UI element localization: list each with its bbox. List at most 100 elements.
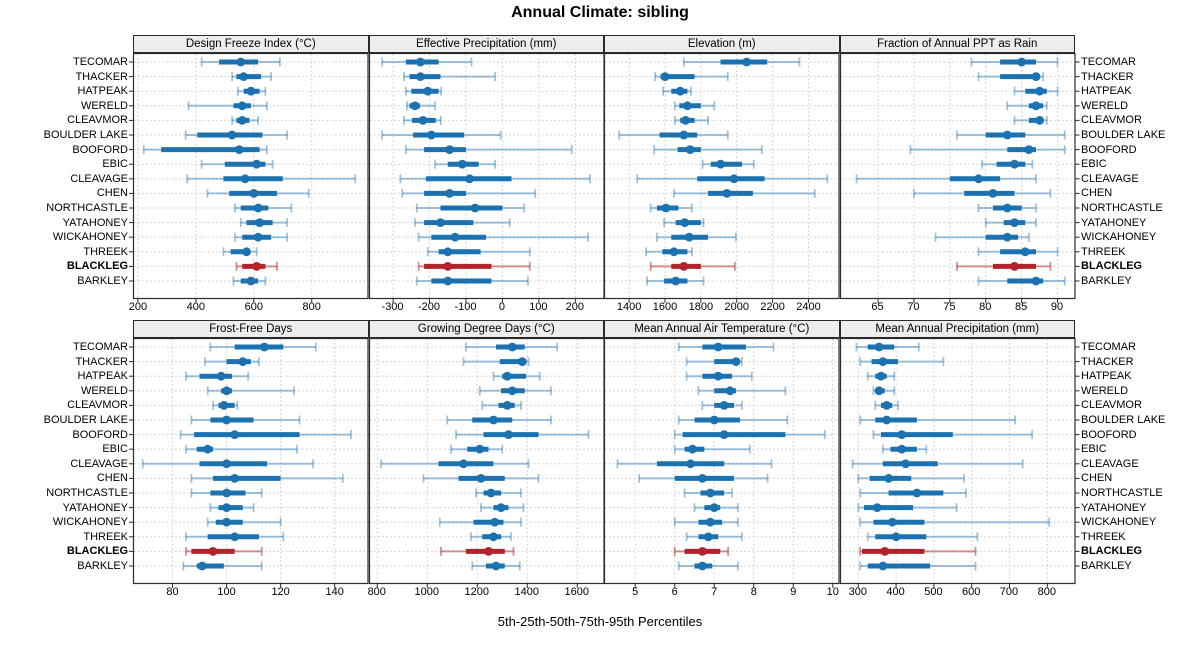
percentile-row (209, 503, 255, 513)
percentile-row (858, 415, 1016, 425)
percentile-row (866, 532, 978, 542)
site-label-right-hatpeak: HATPEAK (1081, 370, 1132, 383)
site-label-right-blackleg: BLACKLEG (1081, 260, 1143, 273)
median-dot (722, 189, 732, 198)
strip-growing-degree-days-c: Growing Degree Days (°C) (368, 320, 604, 338)
percentile-row (478, 386, 552, 396)
site-label-left-boulder-lake: BOULDER LAKE (43, 414, 128, 426)
percentile-row (449, 444, 503, 454)
percentile-row (685, 357, 743, 367)
x-tick-label: -200 (417, 301, 441, 313)
percentile-row (239, 218, 289, 228)
site-label-right-wickahoney: WICKAHONEY (1081, 231, 1157, 244)
percentile-row (856, 503, 957, 513)
percentile-row (984, 218, 1037, 228)
site-label-right-barkley: BARKLEY (1081, 275, 1132, 287)
median-dot (877, 561, 887, 571)
median-dot (1031, 101, 1040, 111)
site-label-right-blackleg: BLACKLEG (1081, 545, 1143, 558)
percentile-row (872, 430, 1033, 440)
percentile-row (677, 415, 789, 425)
median-dot (238, 357, 248, 366)
x-tick-label: 0 (498, 301, 505, 313)
x-tick-label: 1400 (514, 586, 539, 598)
site-label-left-cleavage: CLEAVAGE (70, 457, 128, 470)
median-dot (1031, 276, 1040, 286)
percentile-row (417, 261, 531, 271)
percentile-row (206, 188, 310, 198)
percentile-row (851, 459, 1024, 469)
panel-border (839, 52, 1076, 300)
site-label-right-cleavage: CLEAVAGE (1081, 172, 1139, 185)
site-label-right-booford: BOOFORD (1081, 428, 1137, 441)
percentile-row (866, 371, 895, 381)
percentile-row (656, 232, 737, 242)
median-dot (253, 232, 263, 242)
percentile-row (645, 247, 693, 257)
median-dot (240, 174, 250, 184)
site-label-left-cleavmor: CLEAVMOR (67, 114, 128, 127)
median-dot (410, 101, 419, 111)
strip-fraction-of-annual-ppt-as-rain: Fraction of Annual PPT as Rain (839, 35, 1075, 53)
median-dot (661, 203, 671, 213)
strip-mean-annual-air-temperature-c: Mean Annual Air Temperature (°C) (604, 320, 840, 338)
site-label-right-yatahoney: YATAHONEY (1081, 501, 1147, 514)
median-dot (483, 547, 493, 556)
median-dot (872, 503, 882, 512)
percentile-row (977, 247, 1058, 257)
site-label-left-boulder-lake: BOULDER LAKE (43, 129, 128, 141)
median-dot (874, 342, 883, 352)
x-tick-label: 75 (943, 301, 956, 313)
percentile-row (234, 203, 293, 213)
percentile-row (190, 488, 263, 498)
median-dot (900, 459, 910, 469)
percentile-row (480, 400, 522, 410)
median-dot (203, 444, 213, 454)
percentile-row (405, 101, 436, 111)
site-label-left-thacker: THACKER (75, 70, 128, 83)
median-dot (883, 474, 893, 483)
x-tick-label: 500 (924, 586, 943, 598)
panel-mean-annual-precipitation-mm (839, 337, 1079, 588)
percentile-row (673, 188, 816, 198)
percentile-row (231, 115, 260, 125)
site-label-right-tecomar: TECOMAR (1081, 341, 1136, 353)
median-dot (470, 203, 479, 213)
median-dot (219, 401, 229, 410)
site-label-left-wickahoney: WICKAHONEY (52, 516, 128, 529)
site-label-left-tecomar: TECOMAR (73, 341, 128, 353)
site-label-right-booford: BOOFORD (1081, 143, 1137, 156)
x-tick-label: 140 (325, 586, 344, 598)
median-dot (1034, 86, 1044, 96)
median-dot (230, 474, 240, 483)
percentile-row (858, 561, 976, 571)
median-dot (729, 174, 739, 184)
percentile-row (618, 130, 729, 140)
median-dot (489, 517, 499, 527)
percentile-row (616, 459, 773, 469)
median-dot (507, 386, 517, 396)
median-dot (1031, 72, 1040, 81)
median-dot (422, 86, 432, 96)
percentile-row (380, 130, 502, 140)
median-dot (697, 474, 707, 483)
median-dot (222, 517, 231, 527)
percentile-row (433, 159, 496, 169)
site-label-left-hatpeak: HATPEAK (77, 370, 128, 383)
percentile-row (402, 115, 442, 125)
x-tick-label: 80 (979, 301, 992, 313)
percentile-row (469, 532, 512, 542)
percentile-row (492, 371, 541, 381)
site-label-left-wereld: WERELD (80, 384, 128, 397)
median-dot (703, 532, 713, 542)
percentile-row (200, 159, 274, 169)
median-dot (896, 430, 906, 439)
site-label-left-ebic: EBIC (102, 158, 128, 171)
percentile-row (232, 276, 267, 286)
median-dot (1002, 232, 1012, 242)
median-dot (488, 415, 498, 425)
percentile-row (673, 444, 751, 454)
percentile-row (654, 72, 729, 82)
median-dot (680, 218, 690, 228)
x-tick-label: 70 (907, 301, 920, 313)
